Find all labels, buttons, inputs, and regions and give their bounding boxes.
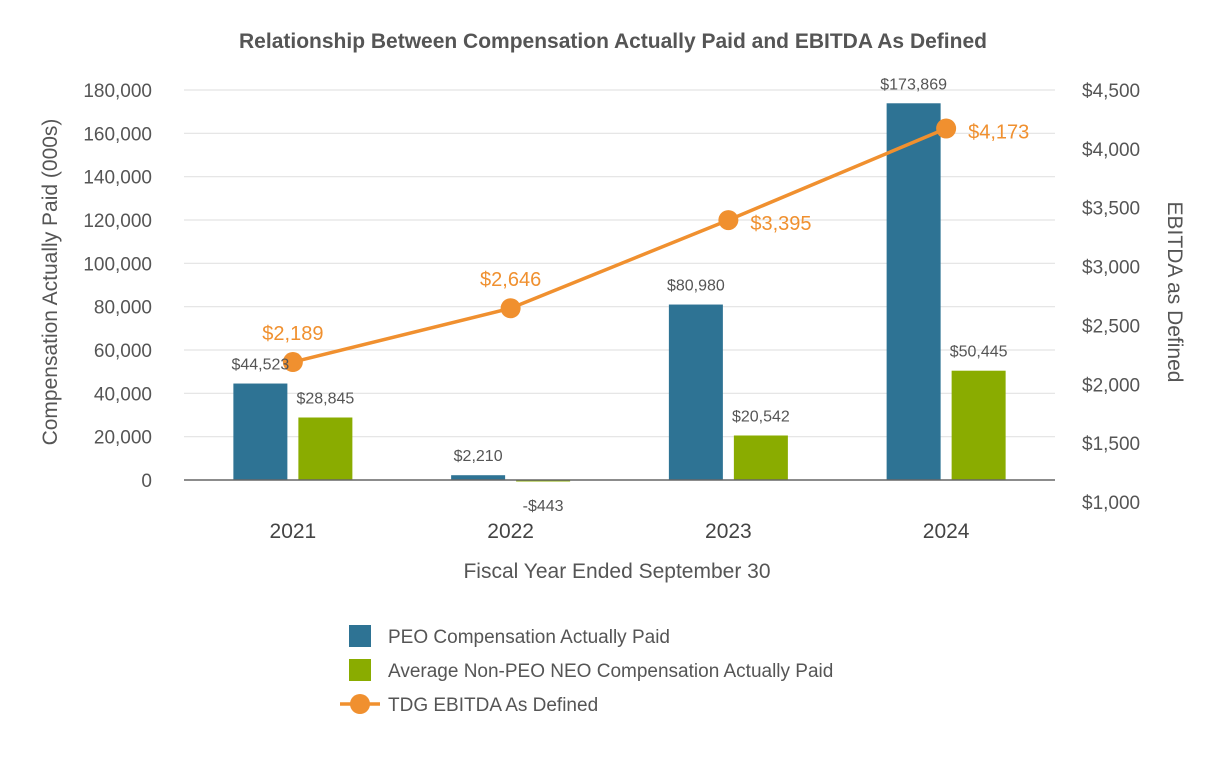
neo-bar-2023 xyxy=(733,435,788,480)
peo-bar-label-2023: $80,980 xyxy=(667,278,725,295)
legend-swatch-0 xyxy=(349,625,371,647)
chart-title: Relationship Between Compensation Actual… xyxy=(239,30,987,53)
x-category-label: 2024 xyxy=(923,520,970,543)
y-tick-label: 180,000 xyxy=(83,81,152,102)
ebitda-point-2022 xyxy=(500,298,521,319)
bars xyxy=(233,103,1006,482)
y-tick-label: 80,000 xyxy=(94,298,152,319)
y-tick-label: 0 xyxy=(141,471,152,492)
y2-tick-label: $2,500 xyxy=(1082,316,1140,337)
y-axis-title: Compensation Actually Paid (000s) xyxy=(39,119,62,446)
neo-bar-2021 xyxy=(298,417,353,480)
legend-marker-swatch xyxy=(350,694,370,714)
peo-bar-label-2021: $44,523 xyxy=(231,357,289,374)
neo-bar-label-2021: $28,845 xyxy=(296,391,354,408)
ebitda-label-2024: $4,173 xyxy=(968,121,1029,143)
legend-swatch-1 xyxy=(349,659,371,681)
neo-bar-label-2023: $20,542 xyxy=(732,408,790,425)
x-category-label: 2023 xyxy=(705,520,752,543)
y2-tick-label: $3,000 xyxy=(1082,258,1140,279)
ebitda-point-2021 xyxy=(282,352,303,373)
ebitda-point-2023 xyxy=(718,210,739,231)
y2-tick-label: $1,500 xyxy=(1082,434,1140,455)
peo-bar-2023 xyxy=(668,304,723,480)
y2-tick-label: $3,500 xyxy=(1082,199,1140,220)
ebitda-line xyxy=(292,126,947,364)
ebitda-point-2024 xyxy=(936,118,957,139)
neo-bar-label-2024: $50,445 xyxy=(950,344,1008,361)
ebitda-line-series xyxy=(282,118,957,373)
neo-bar-label-2022: -$443 xyxy=(523,498,564,515)
right-axis-ticks: $1,000 $1,500 $2,000 $2,500 $3,000 $3,500 $4,0… xyxy=(1082,81,1140,514)
y2-tick-label: $4,000 xyxy=(1082,140,1140,161)
data-labels: $44,523 $2,210 $80,980 $173,869 $28,845 -$443… xyxy=(231,76,1029,515)
y-tick-label: 160,000 xyxy=(83,124,152,145)
y2-axis-title: EBITDA as Defined xyxy=(1163,202,1186,383)
left-axis-ticks: 0 20,000 40,000 60,000 80,000 100,000 120,000 1… xyxy=(83,81,152,492)
x-axis-title: Fiscal Year Ended September 30 xyxy=(463,560,770,583)
ebitda-label-2023: $3,395 xyxy=(750,213,811,235)
y-tick-label: 100,000 xyxy=(83,254,152,275)
y-tick-label: 40,000 xyxy=(94,384,152,405)
legend-label: PEO Compensation Actually Paid xyxy=(388,627,670,648)
x-axis-categories: 2021 2022 2023 2024 xyxy=(270,520,970,543)
y-tick-label: 60,000 xyxy=(94,341,152,362)
legend-label: TDG EBITDA As Defined xyxy=(388,695,598,716)
x-category-label: 2021 xyxy=(270,520,317,543)
peo-bar-2024 xyxy=(886,103,941,480)
legend: PEO Compensation Actually Paid Average No… xyxy=(340,625,833,716)
y-tick-label: 20,000 xyxy=(94,428,152,449)
y2-tick-label: $4,500 xyxy=(1082,81,1140,102)
peo-bar-label-2022: $2,210 xyxy=(454,448,503,465)
legend-label: Average Non-PEO NEO Compensation Actuall… xyxy=(388,661,833,682)
peo-bar-2021 xyxy=(233,383,288,480)
ebitda-label-2022: $2,646 xyxy=(480,269,541,291)
x-category-label: 2022 xyxy=(487,520,534,543)
peo-bar-label-2024: $173,869 xyxy=(880,76,947,93)
y2-tick-label: $1,000 xyxy=(1082,493,1140,514)
neo-bar-2024 xyxy=(951,370,1006,480)
peo-bar-2022 xyxy=(451,475,506,480)
ebitda-label-2021: $2,189 xyxy=(262,323,323,345)
y-tick-label: 120,000 xyxy=(83,211,152,232)
y2-tick-label: $2,000 xyxy=(1082,375,1140,396)
y-tick-label: 140,000 xyxy=(83,168,152,189)
